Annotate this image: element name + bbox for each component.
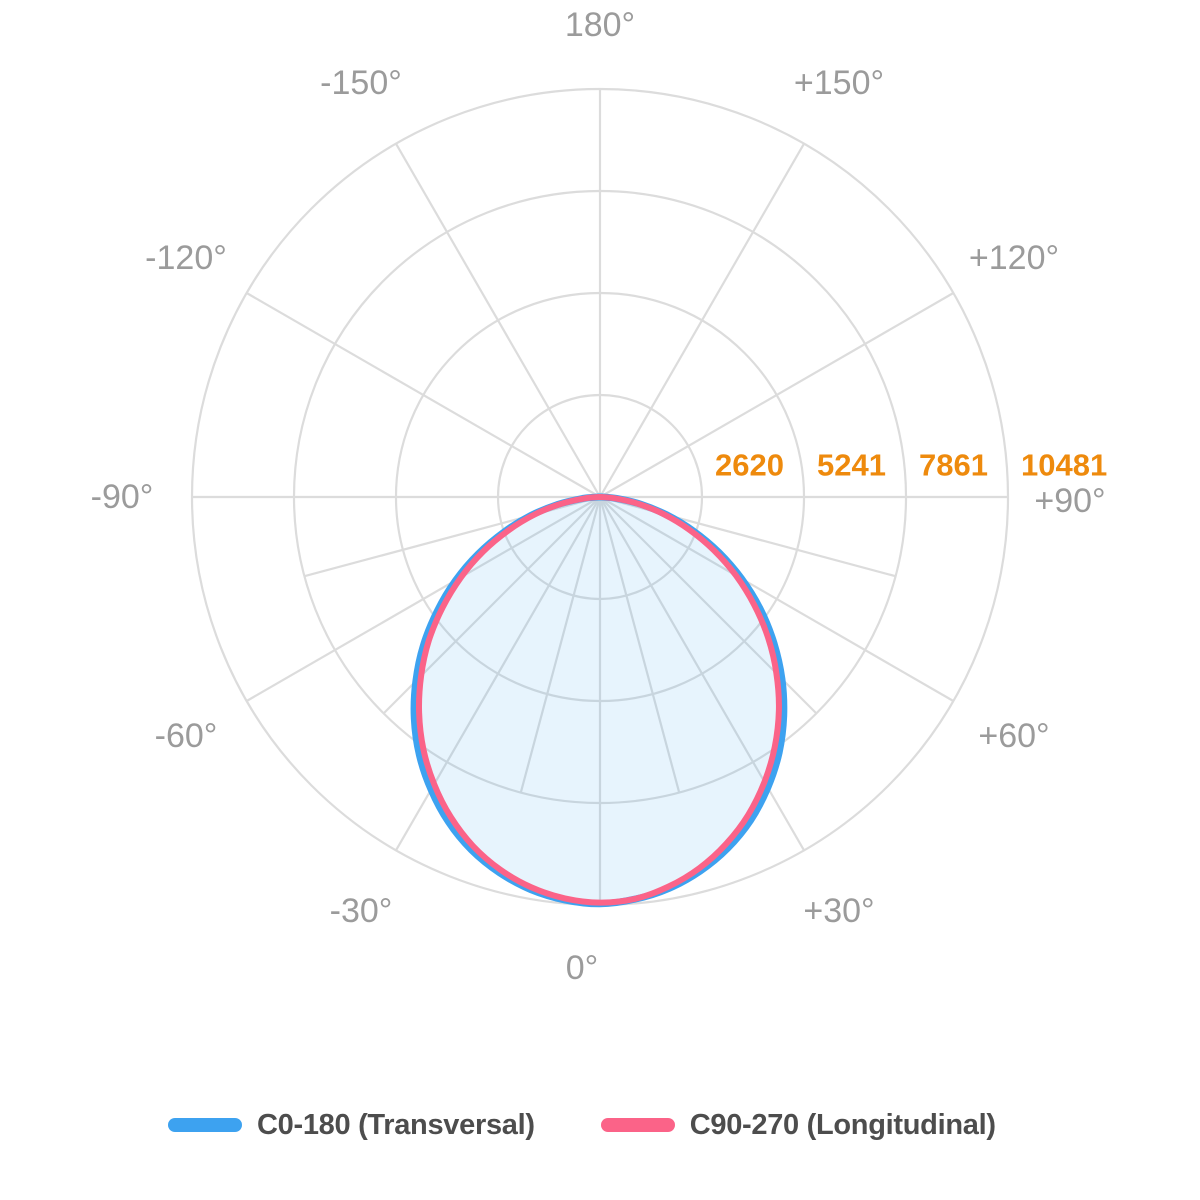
- grid-spoke--150: [395, 143, 601, 498]
- grid-spoke--120: [246, 292, 601, 498]
- angle-label-150: +150°: [794, 64, 884, 102]
- angle-label-0: 0°: [566, 949, 599, 987]
- radial-tick-labels: 2620 5241 7861 10481: [715, 448, 1107, 483]
- chart-series: [410, 493, 788, 908]
- radial-tick-label-3: 7861: [919, 448, 988, 483]
- grid-spoke-120: [599, 292, 954, 498]
- angle-label--150: -150°: [320, 64, 402, 102]
- angle-label-90: +90°: [1034, 482, 1105, 520]
- legend-item-c90-270[interactable]: C90-270 (Longitudinal): [600, 1109, 996, 1141]
- radial-tick-label-1: 2620: [715, 448, 784, 483]
- legend-swatch-c0-180: [168, 1118, 242, 1132]
- grid-spoke-30: [599, 496, 805, 851]
- grid-spoke-150: [599, 143, 805, 498]
- grid-spoke-60: [599, 496, 954, 702]
- chart-legend: C0-180 (Transversal) C90-270 (Longitudin…: [168, 1110, 996, 1140]
- angle-label-120: +120°: [969, 239, 1059, 277]
- angle-label--120: -120°: [145, 239, 227, 277]
- angle-label--30: -30°: [330, 892, 393, 930]
- angle-labels: 180° +150° +120° +90° +60° +30° 0° -30° -60° -90°…: [91, 6, 1106, 987]
- legend-label-c0-180: C0-180 (Transversal): [257, 1109, 535, 1141]
- curve-c90-270: [416, 494, 782, 906]
- radial-tick-label-4: 10481: [1021, 448, 1107, 483]
- legend-label-c90-270: C90-270 (Longitudinal): [689, 1109, 996, 1141]
- angle-label--60: -60°: [155, 717, 218, 755]
- angle-label-60: +60°: [978, 717, 1049, 755]
- grid-spoke-15: [598, 496, 681, 793]
- grid-spoke--60: [246, 496, 601, 702]
- radial-tick-label-2: 5241: [817, 448, 886, 483]
- legend-swatch-c90-270: [600, 1118, 675, 1132]
- angle-label-180: 180°: [565, 6, 635, 44]
- legend-item-c0-180[interactable]: C0-180 (Transversal): [168, 1110, 535, 1140]
- angle-label-30: +30°: [803, 892, 874, 930]
- grid-spoke--15: [519, 496, 602, 793]
- angle-label--90: -90°: [91, 478, 154, 516]
